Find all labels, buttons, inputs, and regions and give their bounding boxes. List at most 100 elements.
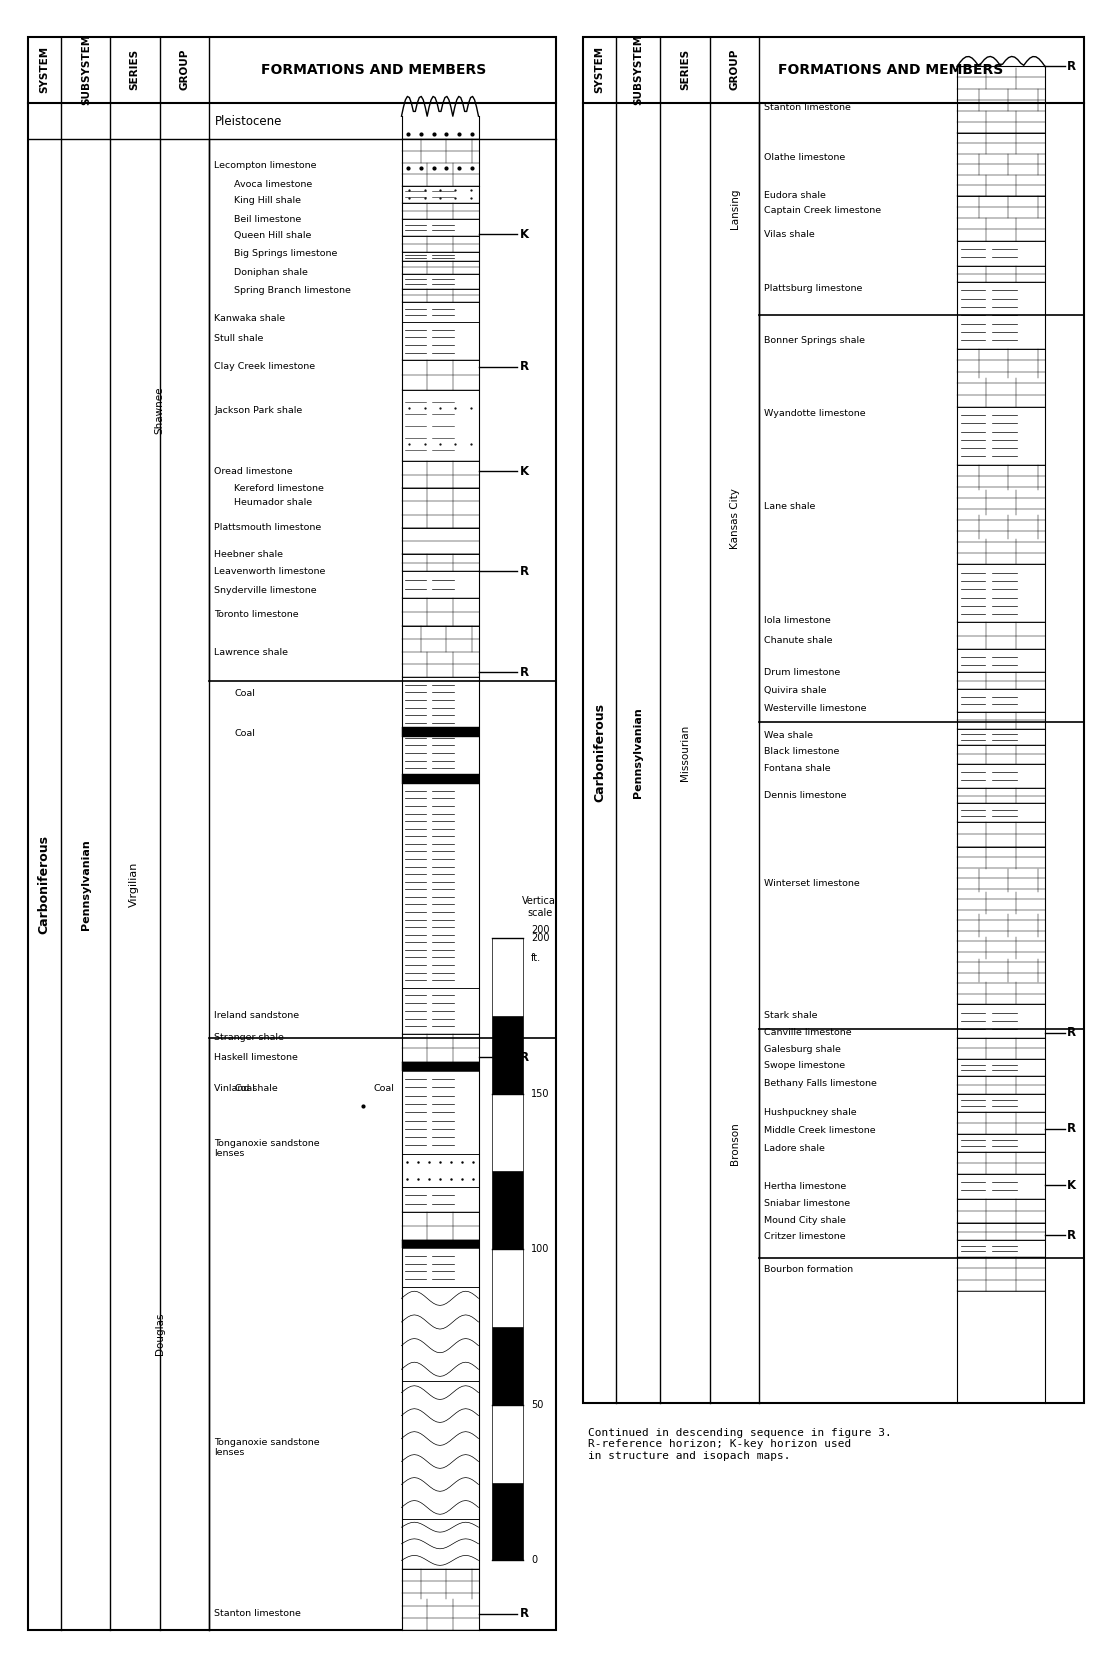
Text: Spring Branch limestone: Spring Branch limestone — [234, 286, 351, 295]
Bar — [402, 554, 478, 571]
Text: Canville limestone: Canville limestone — [764, 1028, 853, 1038]
Bar — [492, 1016, 522, 1094]
Bar — [402, 289, 478, 302]
Bar — [492, 1094, 522, 1172]
Bar — [402, 626, 478, 677]
Text: 200: 200 — [531, 925, 550, 935]
Text: SUBSYSTEM: SUBSYSTEM — [80, 35, 91, 105]
Bar — [957, 1174, 1045, 1199]
Bar — [402, 528, 478, 554]
Bar — [402, 1519, 478, 1569]
Bar — [402, 390, 478, 461]
Bar — [957, 712, 1045, 729]
Bar — [957, 847, 1045, 1004]
Bar — [957, 564, 1045, 622]
Bar — [402, 274, 478, 289]
Bar — [402, 1034, 478, 1062]
Bar — [402, 1212, 478, 1240]
Text: Coal: Coal — [234, 1084, 255, 1094]
Bar — [402, 461, 478, 488]
Bar — [402, 1154, 478, 1187]
Bar — [402, 289, 478, 302]
Text: Quivira shale: Quivira shale — [764, 686, 827, 696]
Bar — [957, 133, 1045, 196]
Text: R: R — [1067, 60, 1076, 73]
Bar — [402, 598, 478, 626]
Bar — [957, 1199, 1045, 1223]
Text: Doniphan shale: Doniphan shale — [234, 267, 308, 277]
Text: Beil limestone: Beil limestone — [234, 214, 301, 224]
Bar — [402, 774, 478, 784]
Text: R: R — [520, 666, 529, 679]
Bar — [957, 1112, 1045, 1134]
Bar — [957, 1076, 1045, 1094]
Bar — [957, 729, 1045, 745]
Text: Sniabar limestone: Sniabar limestone — [764, 1199, 850, 1208]
Bar — [957, 1152, 1045, 1174]
Text: R: R — [520, 1607, 529, 1620]
Text: Haskell limestone: Haskell limestone — [214, 1052, 298, 1062]
Text: Mound City shale: Mound City shale — [764, 1215, 846, 1225]
Bar — [957, 729, 1045, 745]
Bar — [957, 266, 1045, 282]
Text: Carboniferous: Carboniferous — [593, 704, 606, 802]
Text: Shawnee: Shawnee — [154, 387, 165, 433]
Bar — [402, 322, 478, 360]
Text: Westerville limestone: Westerville limestone — [764, 704, 867, 714]
Bar — [957, 1094, 1045, 1112]
Bar — [28, 37, 556, 1630]
Bar — [957, 564, 1045, 622]
Bar — [492, 1248, 522, 1326]
Text: Stranger shale: Stranger shale — [214, 1033, 285, 1042]
Text: Eudora shale: Eudora shale — [764, 191, 826, 201]
Bar — [402, 360, 478, 390]
Text: King Hill shale: King Hill shale — [234, 196, 301, 206]
Bar — [402, 554, 478, 571]
Text: Fontana shale: Fontana shale — [764, 764, 832, 774]
Text: Toronto limestone: Toronto limestone — [214, 609, 299, 619]
Text: Captain Creek limestone: Captain Creek limestone — [764, 206, 881, 216]
Text: Plattsburg limestone: Plattsburg limestone — [764, 284, 862, 294]
Text: FORMATIONS AND MEMBERS: FORMATIONS AND MEMBERS — [262, 63, 486, 76]
Text: Douglas: Douglas — [154, 1313, 165, 1355]
Bar — [402, 261, 478, 274]
Text: Vinland shale: Vinland shale — [214, 1084, 278, 1094]
Bar — [402, 1187, 478, 1212]
Text: Pleistocene: Pleistocene — [214, 115, 282, 128]
Bar — [402, 1187, 478, 1212]
Text: Chanute shale: Chanute shale — [764, 636, 833, 646]
Bar — [957, 266, 1045, 282]
Text: SYSTEM: SYSTEM — [594, 46, 605, 93]
Bar — [402, 1062, 478, 1071]
Bar — [402, 1569, 478, 1630]
Text: Bronson: Bronson — [729, 1122, 740, 1165]
Bar — [402, 139, 478, 186]
Bar — [402, 677, 478, 988]
Text: SUBSYSTEM: SUBSYSTEM — [632, 35, 644, 105]
Bar — [957, 803, 1045, 822]
Bar — [957, 1094, 1045, 1112]
Bar — [402, 219, 478, 236]
Bar — [402, 1286, 478, 1381]
Text: R: R — [1067, 1228, 1076, 1242]
Bar — [957, 822, 1045, 847]
Bar — [492, 1172, 522, 1248]
Text: Wyandotte limestone: Wyandotte limestone — [764, 408, 866, 418]
Text: Black limestone: Black limestone — [764, 747, 840, 757]
Text: 0: 0 — [531, 1555, 538, 1565]
Text: K: K — [520, 227, 529, 241]
Text: Ladore shale: Ladore shale — [764, 1144, 825, 1154]
Bar — [957, 465, 1045, 564]
Text: Stanton limestone: Stanton limestone — [214, 1609, 301, 1618]
Bar — [957, 803, 1045, 822]
Bar — [402, 116, 478, 186]
Bar — [957, 649, 1045, 672]
Text: K: K — [1067, 1179, 1076, 1192]
Bar — [402, 219, 478, 236]
Text: Tonganoxie sandstone
lenses: Tonganoxie sandstone lenses — [214, 1139, 320, 1159]
Bar — [957, 1174, 1045, 1199]
Text: Kanwaka shale: Kanwaka shale — [214, 314, 286, 324]
Bar — [402, 571, 478, 598]
Bar — [957, 1038, 1045, 1059]
Text: Carboniferous: Carboniferous — [37, 835, 51, 935]
